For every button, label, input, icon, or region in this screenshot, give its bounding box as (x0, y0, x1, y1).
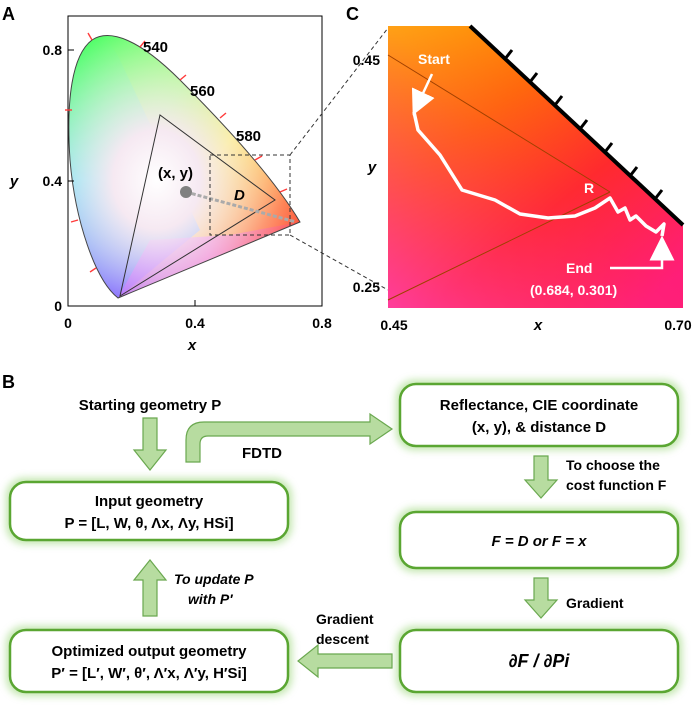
wavelength-580: 580 (236, 128, 261, 145)
gd-line1: Gradient (316, 611, 374, 627)
r-label: R (584, 180, 594, 196)
cost-function: F = D or F = x (491, 533, 587, 550)
a-ytick-1: 0.4 (43, 173, 63, 189)
triangle-edge-bottom (387, 191, 611, 301)
wavelength-540: 540 (143, 39, 168, 56)
choose-line1: To choose the (566, 457, 660, 473)
c-xlabel: x (533, 317, 543, 334)
end-coords: (0.684, 0.301) (530, 282, 617, 298)
a-xtick-1: 0.4 (185, 315, 205, 331)
point-label: (x, y) (158, 165, 193, 182)
gd-line2: descent (316, 631, 369, 647)
distance-label: D (234, 187, 245, 204)
reflectance-line2: (x, y), & distance D (472, 419, 606, 436)
zoom-line-top (289, 27, 389, 156)
optimized-title: Optimized output geometry (52, 643, 248, 660)
zoom-box (209, 154, 291, 236)
c-xtick-left: 0.45 (380, 317, 407, 333)
optimization-path (412, 111, 666, 237)
end-arrow (610, 235, 675, 270)
panel-b: B (2, 372, 682, 696)
a-ylabel: y (9, 173, 19, 190)
box-reflectance (396, 380, 682, 450)
arrow-choose (523, 455, 559, 499)
arrow-start-down (132, 417, 168, 471)
box-cost (396, 508, 682, 572)
distance-line (185, 190, 297, 224)
zoom-line-bottom (289, 234, 389, 291)
start-arrow (411, 73, 435, 116)
update-line2: with P′ (188, 591, 233, 607)
panel-c-letter: C (346, 4, 359, 24)
a-ytick-0: 0 (54, 298, 62, 314)
reflectance-line1: Reflectance, CIE coordinate (440, 397, 638, 414)
starting-geometry-label: Starting geometry P (79, 397, 222, 414)
box-input (6, 478, 292, 544)
gamut-triangle (119, 114, 276, 298)
panel-c: C Start End (0.684, 0.301) R 0.45 y 0.25 (346, 4, 692, 334)
end-label: End (566, 260, 592, 276)
derivative-formula: ∂F / ∂Pi (509, 651, 571, 671)
a-xtick-0: 0 (64, 315, 72, 331)
a-ytick-2: 0.8 (43, 42, 63, 58)
box-derivative (396, 626, 682, 696)
c-ytick-bottom: 0.25 (353, 279, 380, 295)
triangle-edge-top (387, 54, 611, 193)
input-formula: P = [L, W, θ, Λx, Λy, HSi] (64, 515, 233, 532)
update-line1: To update P (174, 571, 254, 587)
fdtd-label: FDTD (242, 445, 282, 462)
wavelength-560: 560 (190, 83, 215, 100)
c-ytick-top: 0.45 (353, 52, 380, 68)
box-optimized (6, 626, 292, 696)
c-xtick-right: 0.70 (664, 317, 691, 333)
a-xlabel: x (187, 337, 197, 354)
arrow-update-up (132, 559, 168, 617)
input-title: Input geometry (95, 493, 204, 510)
panel-a-letter: A (2, 4, 15, 24)
c-ylabel: y (367, 159, 377, 176)
arrow-gradient (523, 577, 559, 619)
gradient-label: Gradient (566, 595, 624, 611)
arrow-descent (297, 643, 393, 679)
cie-gamut (65, 32, 301, 299)
panel-b-letter: B (2, 372, 15, 392)
choose-line2: cost function F (566, 477, 667, 493)
arrow-fdtd (185, 412, 394, 463)
a-xtick-2: 0.8 (312, 315, 332, 331)
start-label: Start (418, 51, 450, 67)
optimized-formula: P′ = [L′, W′, θ′, Λ′x, Λ′y, H′Si] (51, 665, 246, 682)
cie-point (180, 186, 192, 198)
panel-a: A (2, 4, 389, 354)
